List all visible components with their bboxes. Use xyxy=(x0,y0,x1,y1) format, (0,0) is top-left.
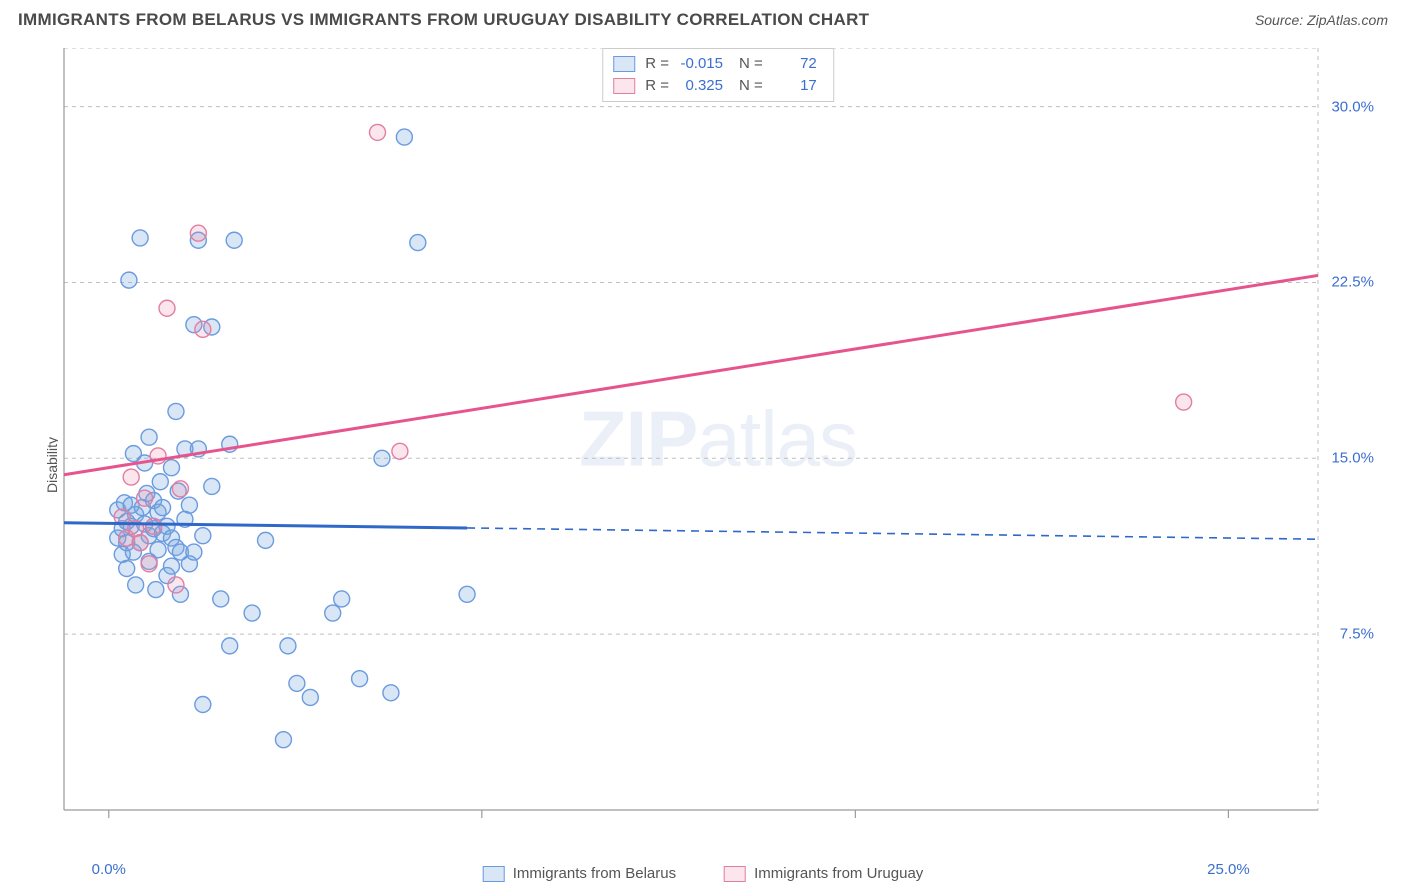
swatch-belarus xyxy=(483,866,505,882)
source-name: ZipAtlas.com xyxy=(1307,12,1388,28)
legend-label-uruguay: Immigrants from Uruguay xyxy=(754,865,923,882)
source-prefix: Source: xyxy=(1255,12,1307,28)
legend-item-uruguay: Immigrants from Uruguay xyxy=(724,865,923,882)
stat-label-r: R = xyxy=(645,53,669,75)
page-title: IMMIGRANTS FROM BELARUS VS IMMIGRANTS FR… xyxy=(18,10,869,30)
y-tick-label: 15.0% xyxy=(1331,450,1374,467)
swatch-uruguay xyxy=(724,866,746,882)
stat-n-uruguay: 17 xyxy=(773,75,823,97)
swatch-uruguay xyxy=(613,78,635,94)
stat-label-n: N = xyxy=(739,53,763,75)
x-tick-label: 0.0% xyxy=(92,861,126,878)
stat-r-belarus: -0.015 xyxy=(679,53,729,75)
y-tick-label: 7.5% xyxy=(1340,626,1374,643)
plot-area: ZIPatlas R = -0.015 N = 72 R = 0.325 N =… xyxy=(58,48,1378,830)
stat-n-belarus: 72 xyxy=(773,53,823,75)
stats-legend: R = -0.015 N = 72 R = 0.325 N = 17 xyxy=(602,48,834,102)
chart-container: Disability ZIPatlas R = -0.015 N = 72 R … xyxy=(18,46,1388,884)
stat-label-n: N = xyxy=(739,75,763,97)
legend-item-belarus: Immigrants from Belarus xyxy=(483,865,676,882)
chart-svg xyxy=(58,48,1378,830)
series-legend: Immigrants from Belarus Immigrants from … xyxy=(483,865,924,882)
legend-label-belarus: Immigrants from Belarus xyxy=(513,865,676,882)
swatch-belarus xyxy=(613,56,635,72)
stats-row-belarus: R = -0.015 N = 72 xyxy=(613,53,823,75)
x-tick-label: 25.0% xyxy=(1207,861,1250,878)
y-tick-label: 22.5% xyxy=(1331,274,1374,291)
y-tick-label: 30.0% xyxy=(1331,98,1374,115)
stat-label-r: R = xyxy=(645,75,669,97)
source-attribution: Source: ZipAtlas.com xyxy=(1255,12,1388,28)
stats-row-uruguay: R = 0.325 N = 17 xyxy=(613,75,823,97)
stat-r-uruguay: 0.325 xyxy=(679,75,729,97)
